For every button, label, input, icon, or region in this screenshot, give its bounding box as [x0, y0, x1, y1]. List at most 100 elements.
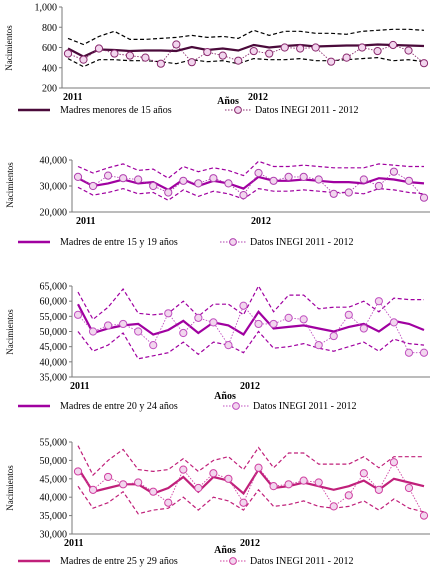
- y-tick-label: 30,000: [40, 182, 68, 193]
- inegi-data-point: [224, 341, 233, 350]
- legend-marker-inegi: [229, 238, 237, 246]
- legend-label-inegi: Datos INEGI 2011 - 2012: [253, 401, 357, 412]
- inegi-data-point: [209, 174, 218, 183]
- legend-label-inegi: Datos INEGI 2011 - 2012: [255, 105, 359, 116]
- inegi-data-point: [194, 179, 203, 188]
- upper-bound-line: [77, 445, 424, 477]
- inegi-data-point: [299, 315, 308, 324]
- inegi-data-point: [404, 46, 413, 55]
- inegi-data-point: [374, 297, 383, 306]
- y-axis-title: Nacimientos: [5, 162, 15, 208]
- legend-marker-inegi: [229, 557, 237, 565]
- inegi-data-point: [314, 478, 323, 487]
- inegi-data-point: [388, 40, 398, 50]
- inegi-data-point: [179, 328, 188, 338]
- inegi-data-line: [77, 461, 425, 516]
- inegi-data-point: [404, 348, 414, 357]
- inegi-data-point: [73, 310, 83, 319]
- inegi-data-line: [67, 43, 425, 65]
- inegi-data-point: [404, 176, 414, 185]
- inegi-data-point: [419, 193, 429, 202]
- y-tick-label: 600: [42, 43, 57, 54]
- y-tick-label: 50,000: [40, 327, 68, 338]
- y-tick-label: 30,000: [40, 530, 68, 541]
- inegi-data-point: [172, 40, 181, 49]
- inegi-data-point: [141, 53, 150, 62]
- y-tick-label: 800: [42, 23, 57, 34]
- inegi-data-point: [314, 341, 323, 350]
- x-axis-title: Años: [214, 545, 236, 556]
- y-tick-label: 20,000: [40, 208, 68, 219]
- y-tick-label: 45,000: [40, 474, 68, 485]
- inegi-data-point: [203, 47, 212, 57]
- x-tick-label: 2011: [63, 92, 82, 103]
- upper-bound-line: [77, 284, 424, 321]
- inegi-data-point: [280, 43, 289, 52]
- inegi-data-point: [103, 321, 113, 330]
- inegi-data-point: [344, 491, 353, 500]
- inegi-data-point: [389, 458, 399, 467]
- trend-line: [67, 43, 425, 58]
- x-axis-title: Años: [214, 391, 236, 402]
- y-tick-label: 200: [42, 84, 57, 95]
- inegi-data-point: [344, 188, 353, 197]
- inegi-data-point: [344, 310, 353, 319]
- y-tick-label: 400: [42, 63, 57, 74]
- inegi-data-point: [209, 318, 218, 327]
- inegi-data-point: [269, 176, 278, 185]
- inegi-data-point: [134, 175, 143, 184]
- chart-panel-4: 30,000 35,000 40,000 45,000 50,000 55,000 Naci…: [5, 438, 430, 567]
- lower-bound-line: [77, 186, 425, 201]
- inegi-data-point: [224, 179, 233, 188]
- inegi-data-point: [314, 175, 323, 184]
- inegi-data-point: [254, 463, 263, 472]
- legend-label-trend: Madres de entre 20 y 24 años: [60, 401, 178, 412]
- y-tick-label: 40,000: [40, 357, 68, 368]
- inegi-data-point: [234, 56, 243, 65]
- inegi-data-point: [359, 175, 368, 184]
- inegi-data-point: [359, 324, 368, 333]
- inegi-data-point: [224, 474, 233, 483]
- inegi-data-point: [374, 181, 383, 191]
- inegi-data-line: [77, 171, 425, 198]
- inegi-data-point: [125, 51, 135, 60]
- inegi-data-point: [419, 59, 429, 68]
- inegi-data-point: [88, 485, 98, 494]
- inegi-data-point: [311, 43, 320, 52]
- inegi-data-point: [187, 58, 196, 67]
- chart-panel-2: 20,000 30,000 40,000 Nacimientos 2011 2012 Mad…: [5, 156, 430, 248]
- inegi-data-line: [77, 300, 424, 354]
- x-tick-label: 2012: [240, 538, 260, 549]
- legend-label-inegi: Datos INEGI 2011 - 2012: [250, 237, 354, 248]
- x-axis-title: Años: [217, 96, 239, 107]
- inegi-data-point: [254, 319, 263, 329]
- trend-line: [77, 303, 425, 336]
- y-tick-label: 55,000: [40, 438, 68, 449]
- inegi-data-point: [329, 189, 338, 198]
- y-tick-label: 1,000: [35, 3, 58, 14]
- inegi-data-point: [299, 476, 308, 485]
- y-tick-label: 45,000: [40, 342, 68, 353]
- inegi-data-point: [79, 55, 88, 64]
- inegi-data-point: [149, 181, 158, 191]
- y-axis-title: Nacimientos: [5, 465, 15, 511]
- inegi-data-point: [63, 49, 73, 58]
- inegi-data-point: [342, 53, 351, 62]
- y-axis-title: Nacimientos: [5, 309, 15, 355]
- inegi-data-point: [249, 46, 258, 56]
- inegi-data-point: [194, 313, 203, 322]
- legend-label-trend: Madres menores de 15 años: [60, 105, 172, 116]
- inegi-data-point: [94, 44, 104, 53]
- legend-marker-inegi: [232, 402, 240, 410]
- inegi-data-point: [419, 348, 429, 357]
- inegi-data-point: [134, 327, 143, 336]
- legend-marker-inegi: [234, 106, 242, 114]
- inegi-data-point: [179, 465, 188, 474]
- inegi-data-point: [73, 467, 83, 476]
- inegi-data-point: [284, 313, 293, 322]
- inegi-data-point: [239, 498, 248, 507]
- y-tick-label: 35,000: [40, 373, 68, 384]
- inegi-data-point: [156, 59, 165, 68]
- y-tick-label: 40,000: [40, 493, 68, 504]
- inegi-data-point: [88, 181, 98, 191]
